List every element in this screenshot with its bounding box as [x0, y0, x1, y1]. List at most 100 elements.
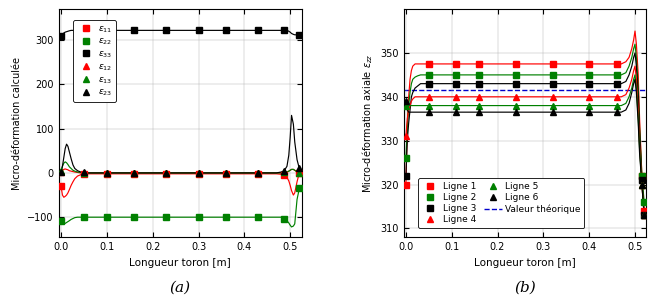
$\epsilon_{33}$ [195, 29, 202, 32]
Line: Ligne 5: Ligne 5 [404, 103, 647, 218]
$\epsilon_{22}$ [131, 215, 138, 219]
$\epsilon_{33}$ [80, 29, 88, 32]
Ligne 1 [613, 62, 620, 66]
$\epsilon_{13}$ [57, 169, 65, 173]
Ligne 2 [475, 73, 483, 77]
Ligne 2 [585, 73, 593, 77]
Ligne 1 [549, 62, 556, 66]
Ligne 5 [613, 104, 620, 107]
Ligne 3 [512, 82, 520, 85]
$\epsilon_{12}$ [163, 171, 170, 175]
Ligne 2 [425, 73, 433, 77]
$\epsilon_{13}$ [163, 171, 170, 175]
$\epsilon_{22}$ [195, 215, 202, 219]
$\epsilon_{23}$ [295, 167, 303, 170]
$\epsilon_{23}$ [80, 171, 88, 174]
$\epsilon_{12}$ [280, 171, 288, 174]
$\epsilon_{23}$ [103, 171, 111, 175]
Ligne 3 [638, 178, 646, 182]
Text: (a): (a) [170, 280, 191, 295]
Ligne 5 [512, 104, 520, 107]
Line: $\epsilon_{12}$: $\epsilon_{12}$ [58, 169, 302, 176]
$\epsilon_{12}$ [131, 171, 138, 175]
$\epsilon_{12}$ [254, 171, 262, 175]
$\epsilon_{13}$ [295, 171, 303, 175]
$\epsilon_{11}$ [163, 172, 170, 176]
$\epsilon_{12}$ [195, 171, 202, 175]
X-axis label: Longueur toron [m]: Longueur toron [m] [474, 257, 576, 268]
Ligne 3 [453, 82, 460, 85]
$\epsilon_{11}$ [131, 172, 138, 176]
Line: Ligne 3: Ligne 3 [404, 81, 647, 218]
Legend: Ligne 1, Ligne 2, Ligne 3, Ligne 4, Ligne 5, Ligne 6, Valeur théorique: Ligne 1, Ligne 2, Ligne 3, Ligne 4, Lign… [418, 178, 584, 228]
Ligne 2 [549, 73, 556, 77]
Ligne 4 [638, 183, 646, 186]
$\epsilon_{33}$ [295, 33, 303, 36]
$\epsilon_{22}$ [80, 215, 88, 219]
Ligne 4 [453, 95, 460, 98]
Ligne 5 [425, 104, 433, 107]
Y-axis label: Micro-déformation calculée: Micro-déformation calculée [12, 57, 22, 190]
$\epsilon_{12}$ [80, 171, 88, 175]
$\epsilon_{13}$ [131, 171, 138, 175]
Ligne 4 [613, 95, 620, 98]
$\epsilon_{12}$ [103, 171, 111, 175]
$\epsilon_{23}$ [280, 169, 288, 173]
$\epsilon_{33}$ [57, 34, 65, 37]
Ligne 1 [512, 62, 520, 66]
$\epsilon_{33}$ [222, 29, 230, 32]
Line: $\epsilon_{23}$: $\epsilon_{23}$ [58, 166, 302, 176]
$\epsilon_{22}$ [222, 215, 230, 219]
$\epsilon_{12}$ [295, 171, 303, 174]
Ligne 4 [640, 213, 648, 217]
$\epsilon_{22}$ [295, 187, 303, 190]
Ligne 4 [402, 134, 410, 138]
Ligne 6 [512, 110, 520, 114]
$\epsilon_{12}$ [57, 170, 65, 174]
Ligne 4 [425, 95, 433, 98]
$\epsilon_{13}$ [103, 171, 111, 175]
Ligne 2 [638, 174, 646, 178]
Ligne 3 [640, 213, 648, 217]
Ligne 1 [453, 62, 460, 66]
$\epsilon_{23}$ [163, 171, 170, 175]
Ligne 3 [475, 82, 483, 85]
$\epsilon_{11}$ [80, 172, 88, 176]
Text: (b): (b) [514, 280, 536, 295]
$\epsilon_{22}$ [280, 217, 288, 220]
Ligne 3 [585, 82, 593, 85]
$\epsilon_{22}$ [103, 215, 111, 219]
Ligne 6 [585, 110, 593, 114]
Ligne 5 [638, 183, 646, 186]
Ligne 2 [402, 156, 410, 160]
Ligne 3 [402, 174, 410, 178]
Ligne 5 [585, 104, 593, 107]
Line: $\epsilon_{33}$: $\epsilon_{33}$ [58, 28, 302, 38]
$\epsilon_{11}$ [295, 171, 303, 175]
Ligne 4 [549, 95, 556, 98]
Y-axis label: Micro-déformation axiale $\epsilon_{zz}$: Micro-déformation axiale $\epsilon_{zz}$ [360, 53, 375, 193]
Line: Ligne 4: Ligne 4 [404, 94, 647, 218]
Ligne 3 [425, 82, 433, 85]
$\epsilon_{33}$ [254, 29, 262, 32]
Ligne 2 [453, 73, 460, 77]
Legend: $\epsilon_{11}$, $\epsilon_{22}$, $\epsilon_{33}$, $\epsilon_{12}$, $\epsilon_{1: $\epsilon_{11}$, $\epsilon_{22}$, $\epsi… [73, 20, 116, 102]
Ligne 5 [453, 104, 460, 107]
$\epsilon_{33}$ [131, 29, 138, 32]
Ligne 1 [638, 174, 646, 178]
$\epsilon_{13}$ [280, 171, 288, 174]
Ligne 6 [638, 183, 646, 186]
$\epsilon_{11}$ [195, 172, 202, 176]
Ligne 5 [549, 104, 556, 107]
Ligne 5 [402, 104, 410, 107]
Ligne 6 [453, 110, 460, 114]
$\epsilon_{11}$ [254, 172, 262, 176]
X-axis label: Longueur toron [m]: Longueur toron [m] [129, 257, 231, 268]
$\epsilon_{23}$ [57, 170, 65, 174]
Ligne 5 [475, 104, 483, 107]
Ligne 6 [640, 213, 648, 217]
Ligne 6 [402, 99, 410, 103]
Ligne 1 [585, 62, 593, 66]
Ligne 1 [402, 183, 410, 186]
$\epsilon_{13}$ [195, 171, 202, 175]
